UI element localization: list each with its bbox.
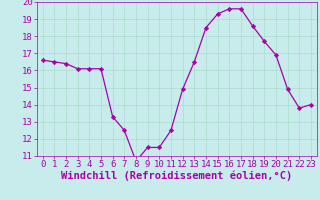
X-axis label: Windchill (Refroidissement éolien,°C): Windchill (Refroidissement éolien,°C) <box>61 171 292 181</box>
